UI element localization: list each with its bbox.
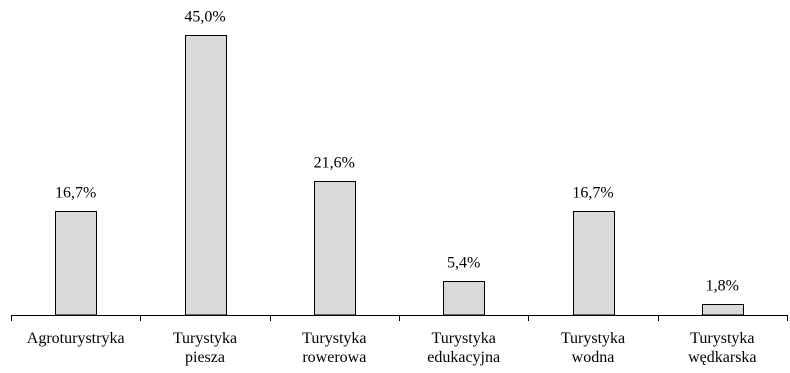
x-axis-tick-label-line: piesza — [185, 349, 225, 366]
x-axis-tick-label-line: Turystyka — [561, 330, 625, 347]
x-axis-tick-label: Agroturystryka — [27, 330, 125, 347]
bar — [314, 181, 356, 316]
bar-value-label: 16,7% — [572, 185, 613, 202]
bar-value-label: 45,0% — [184, 9, 225, 26]
x-axis-tick-label: Turystyka wodna — [561, 330, 625, 366]
x-axis-tick-label: Turystyka rowerowa — [302, 330, 366, 366]
bars-group — [55, 35, 744, 316]
x-axis-tick-label-line: Turystyka — [302, 330, 366, 347]
bar-value-label: 16,7% — [55, 185, 96, 202]
x-axis-tick-label-line: edukacyjna — [427, 349, 500, 366]
bar — [573, 211, 615, 316]
bar — [443, 281, 485, 316]
x-axis-tick-label-line: Turystyka — [432, 330, 496, 347]
x-axis-tick-label-line: rowerowa — [302, 349, 366, 366]
bar — [55, 211, 97, 316]
bar-value-label: 5,4% — [447, 255, 480, 272]
x-axis-tick-labels-group: Agroturystryka Turystyka piesza Turystyka ro… — [27, 330, 757, 366]
bar — [702, 304, 744, 316]
x-axis-tick-label: Turystyka wędkarska — [688, 330, 756, 366]
x-axis-tick-label: Turystyka piesza — [173, 330, 237, 366]
x-axis-tick-label-line: Turystyka — [173, 330, 237, 347]
x-axis-tick-label-line: wędkarska — [688, 349, 756, 366]
x-axis-tick-label-line: Turystyka — [690, 330, 754, 347]
x-axis-ticks-group — [11, 315, 788, 321]
bar — [185, 35, 227, 316]
bar-value-label: 1,8% — [706, 278, 739, 295]
x-axis-tick-label: Turystyka edukacyjna — [427, 330, 500, 366]
value-labels-group: 16,7% 45,0% 21,6% 5,4% 16,7% 1,8% — [55, 9, 739, 295]
x-axis-tick-label-line: Agroturystryka — [27, 330, 125, 347]
x-axis-tick-label-line: wodna — [572, 349, 615, 366]
bar-value-label: 21,6% — [314, 155, 355, 172]
